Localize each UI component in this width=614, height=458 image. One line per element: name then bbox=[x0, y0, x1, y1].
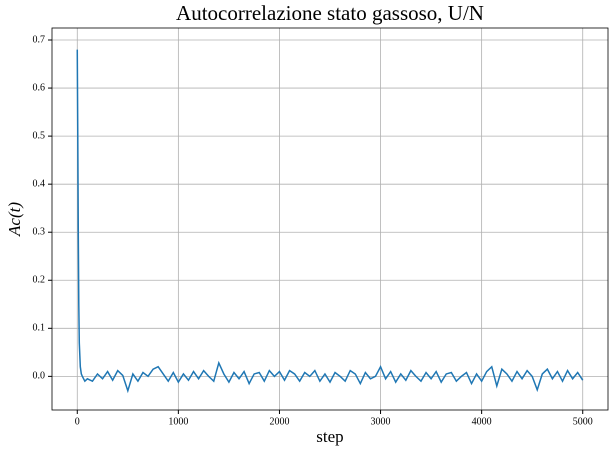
y-axis-label: Ac(t) bbox=[5, 202, 24, 237]
y-tick-label: 0.2 bbox=[33, 275, 46, 286]
data-line bbox=[76, 49, 584, 394]
x-tick-label: 5000 bbox=[573, 416, 593, 427]
x-axis-label: step bbox=[316, 427, 343, 446]
x-tick-label: 3000 bbox=[371, 416, 391, 427]
x-tick-label: 2000 bbox=[269, 416, 289, 427]
chart-title: Autocorrelazione stato gassoso, U/N bbox=[176, 1, 484, 25]
x-tick-label: 1000 bbox=[168, 416, 188, 427]
y-tick-label: 0.5 bbox=[33, 130, 46, 141]
y-tick-label: 0.1 bbox=[33, 323, 46, 334]
x-tick-label: 4000 bbox=[472, 416, 492, 427]
y-tick-label: 0.0 bbox=[33, 371, 46, 382]
y-tick-label: 0.6 bbox=[33, 82, 46, 93]
y-tick-label: 0.3 bbox=[33, 227, 46, 238]
y-tick-label: 0.7 bbox=[33, 34, 46, 45]
y-tick-label: 0.4 bbox=[33, 178, 46, 189]
plot-frame bbox=[51, 27, 609, 411]
x-tick-label: 0 bbox=[75, 416, 80, 427]
